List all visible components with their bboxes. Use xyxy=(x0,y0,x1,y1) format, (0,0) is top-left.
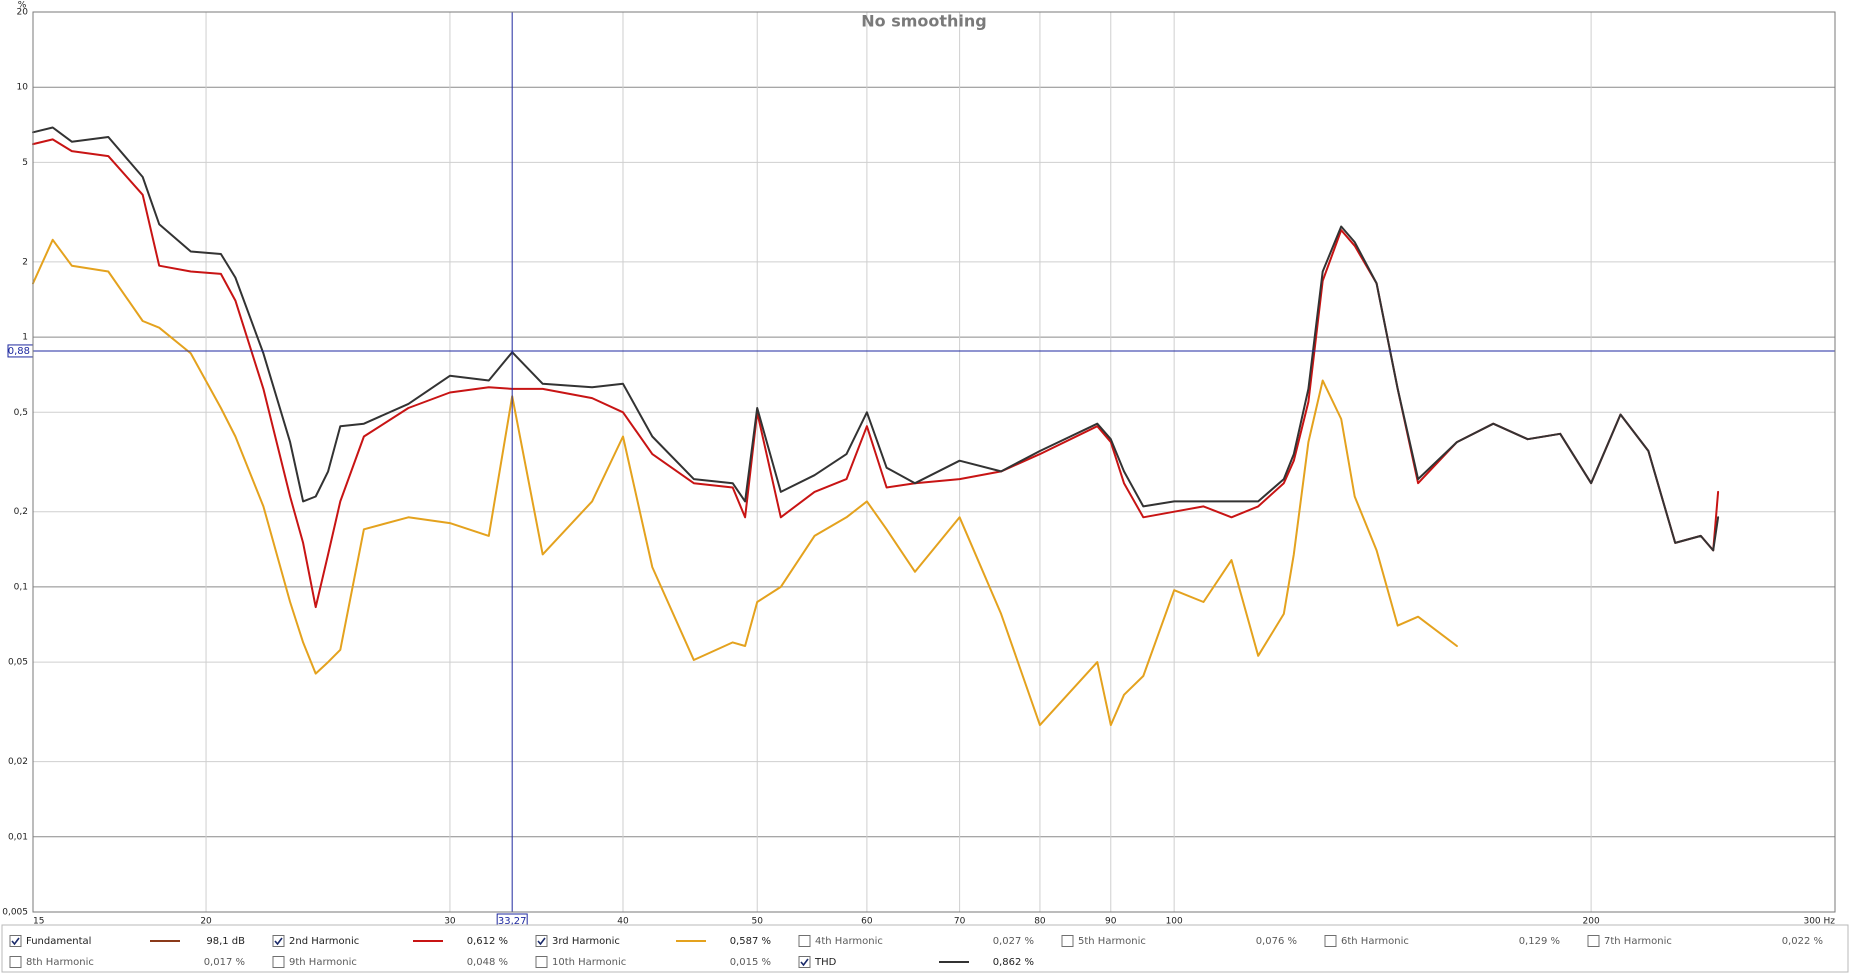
legend-item: 3rd Harmonic 0,587 % xyxy=(535,935,771,947)
legend-checkbox[interactable] xyxy=(9,956,22,968)
cursor-y-label: 0,88 xyxy=(8,346,30,357)
cursor-layer: 33,27 0,88 xyxy=(7,12,1835,928)
x-tick-label: 40 xyxy=(617,917,629,927)
legend-checkbox[interactable] xyxy=(798,956,811,968)
grid-layer: 20 10 5 2 1 0,5 0,2 0,1 0,05 0,02 0,01 0,005 15 20 30 4… xyxy=(2,8,1836,927)
legend-readout: 0,015 % xyxy=(730,957,771,968)
x-tick-label: 30 xyxy=(444,917,456,927)
legend-checkbox[interactable] xyxy=(1587,935,1600,947)
legend-name: 5th Harmonic xyxy=(1078,936,1146,947)
legend-item: Fundamental 98,1 dB xyxy=(9,935,245,947)
y-tick-label: 0,1 xyxy=(14,582,28,592)
legend-readout: 0,017 % xyxy=(204,957,245,968)
plot-frame xyxy=(32,11,1836,913)
legend-checkmark[interactable] xyxy=(537,937,546,946)
legend-item: 8th Harmonic 0,017 % xyxy=(9,956,245,968)
curve-layer xyxy=(32,126,1720,727)
curve xyxy=(32,138,1720,609)
legend-readout: 0,027 % xyxy=(993,936,1034,947)
legend-item: THD 0,862 % xyxy=(798,956,1034,968)
x-tick-label: 90 xyxy=(1105,917,1117,927)
legend-readout: 0,129 % xyxy=(1519,936,1560,947)
legend-readout: 0,048 % xyxy=(467,957,508,968)
x-tick-label: 100 xyxy=(1166,917,1183,927)
legend-checkbox[interactable] xyxy=(9,935,22,947)
legend-checkbox[interactable] xyxy=(798,935,811,947)
y-tick-label: 1 xyxy=(22,333,28,343)
legend-item: 7th Harmonic 0,022 % xyxy=(1587,935,1823,947)
legend-readout: 0,076 % xyxy=(1256,936,1297,947)
y-tick-label: 5 xyxy=(22,158,28,168)
legend-checkbox[interactable] xyxy=(535,956,548,968)
legend-checkmark[interactable] xyxy=(11,937,20,946)
y-tick-label: 0,5 xyxy=(14,408,28,418)
legend-item: 4th Harmonic 0,027 % xyxy=(798,935,1034,947)
legend-name: 7th Harmonic xyxy=(1604,936,1672,947)
curve xyxy=(32,126,1720,552)
chart-title: No smoothing xyxy=(861,12,987,31)
x-tick-label: 20 xyxy=(200,917,212,927)
legend-checkmark[interactable] xyxy=(274,937,283,946)
legend-item: 2nd Harmonic 0,612 % xyxy=(272,935,508,947)
y-tick-label: 0,05 xyxy=(8,658,28,668)
legend-name: 10th Harmonic xyxy=(552,957,626,968)
legend-name: 4th Harmonic xyxy=(815,936,883,947)
legend-name: 2nd Harmonic xyxy=(289,936,359,947)
y-tick-label: 0,005 xyxy=(2,908,28,918)
y-tick-label: 0,02 xyxy=(8,757,28,767)
legend-readout: 0,022 % xyxy=(1782,936,1823,947)
legend-item: 10th Harmonic 0,015 % xyxy=(535,956,771,968)
x-tick-label: 15 xyxy=(33,917,44,927)
legend-item: 9th Harmonic 0,048 % xyxy=(272,956,508,968)
legend-panel xyxy=(1,924,1849,973)
legend-readout: 0,612 % xyxy=(467,936,508,947)
curve xyxy=(32,238,1458,727)
legend-item: 5th Harmonic 0,076 % xyxy=(1061,935,1297,947)
legend-checkmark[interactable] xyxy=(800,958,809,967)
x-tick-label: 70 xyxy=(954,917,966,927)
x-tick-label: 200 xyxy=(1583,917,1600,927)
legend-checkbox[interactable] xyxy=(272,956,285,968)
y-tick-label: 20 xyxy=(17,8,29,18)
legend-name: 6th Harmonic xyxy=(1341,936,1409,947)
x-tick-label: 50 xyxy=(751,917,763,927)
legend-readout: 0,587 % xyxy=(730,936,771,947)
legend-name: 3rd Harmonic xyxy=(552,936,620,947)
y-tick-label: 10 xyxy=(17,83,29,93)
y-tick-label: 0,2 xyxy=(14,507,28,517)
y-unit: % xyxy=(18,1,27,11)
legend: Fundamental 98,1 dB 2nd Harmonic 0,612 % 3rd… xyxy=(9,935,1823,968)
y-tick-label: 0,01 xyxy=(8,832,28,842)
legend-readout: 98,1 dB xyxy=(206,936,245,947)
legend-checkbox[interactable] xyxy=(272,935,285,947)
legend-name: Fundamental xyxy=(26,936,91,947)
legend-name: 8th Harmonic xyxy=(26,957,94,968)
legend-name: 9th Harmonic xyxy=(289,957,357,968)
cursor-x-label: 33,27 xyxy=(498,916,527,927)
legend-item: 6th Harmonic 0,129 % xyxy=(1324,935,1560,947)
legend-checkbox[interactable] xyxy=(1061,935,1074,947)
legend-checkbox[interactable] xyxy=(1324,935,1337,947)
legend-name: THD xyxy=(814,957,837,968)
x-tick-label: 80 xyxy=(1034,917,1046,927)
legend-readout: 0,862 % xyxy=(993,957,1034,968)
legend-checkbox[interactable] xyxy=(535,935,548,947)
y-tick-label: 2 xyxy=(22,257,28,267)
x-tick-label: 60 xyxy=(861,917,873,927)
x-tick-label: 300 Hz xyxy=(1803,917,1835,927)
